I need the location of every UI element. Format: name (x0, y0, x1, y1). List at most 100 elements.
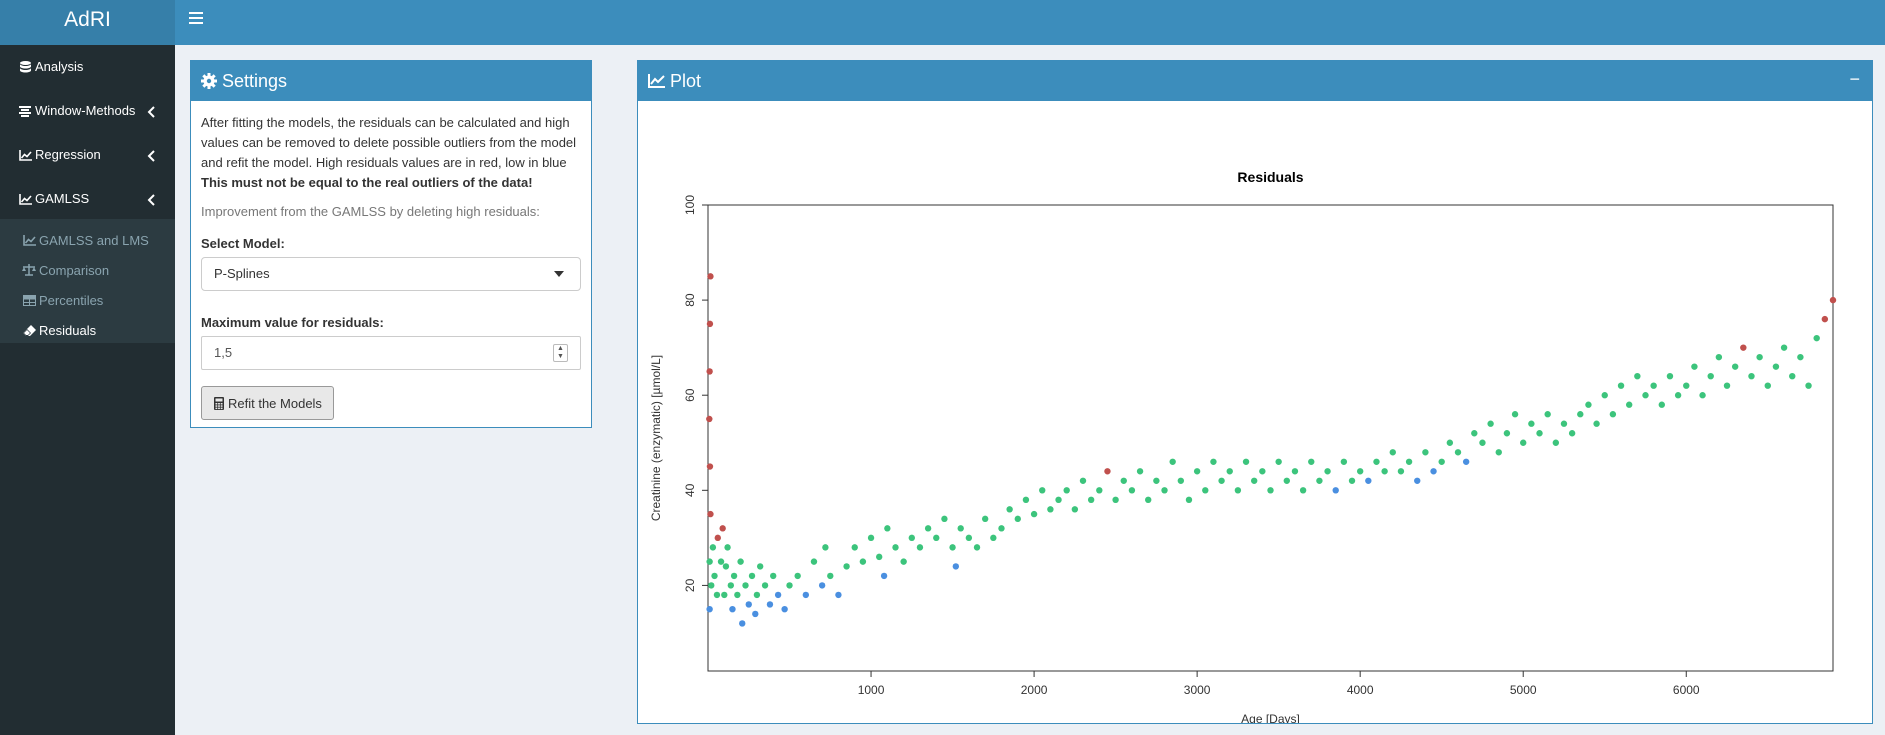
data-point (1242, 458, 1250, 465)
data-point (774, 591, 782, 599)
submenu-item-label: Percentiles (39, 292, 104, 308)
data-point (753, 591, 761, 599)
data-point (742, 582, 749, 589)
data-point (781, 605, 788, 613)
data-point (949, 544, 956, 551)
y-tick-label: 60 (683, 388, 697, 402)
settings-header: Settings (191, 61, 591, 101)
data-point (1797, 353, 1804, 361)
data-point (1585, 401, 1592, 408)
data-point (717, 558, 725, 565)
data-point (892, 544, 899, 551)
line-chart-icon (22, 234, 36, 246)
line-chart-icon (18, 149, 32, 161)
data-point (965, 534, 973, 542)
model-select-value: P-Splines (214, 266, 270, 281)
description-text: After fitting the models, the residuals … (201, 115, 577, 170)
number-spinner-icon[interactable]: ▲ ▼ (553, 344, 568, 362)
data-point (1128, 487, 1136, 494)
data-point (1120, 477, 1127, 484)
data-point (1348, 477, 1356, 484)
data-point (1625, 401, 1633, 408)
data-point (981, 515, 989, 523)
sidebar-item-regression[interactable]: Regression (0, 133, 175, 177)
data-point (1096, 487, 1103, 494)
data-point (1511, 411, 1519, 418)
x-tick-label: 4000 (1347, 683, 1374, 697)
data-point (714, 534, 721, 542)
data-point (737, 558, 744, 565)
collapse-button[interactable]: − (1849, 69, 1860, 89)
data-point (1405, 458, 1413, 465)
sidebar-item-gamlss[interactable]: GAMLSS (0, 177, 175, 221)
refit-models-button[interactable]: Refit the Models (201, 386, 334, 420)
data-point (761, 582, 769, 589)
data-point (1267, 487, 1274, 494)
submenu-item-label: Comparison (39, 262, 110, 278)
x-tick-label: 3000 (1184, 683, 1211, 697)
data-point (1748, 372, 1755, 380)
data-point (745, 601, 752, 608)
data-point (1259, 468, 1266, 475)
data-point (1666, 372, 1674, 380)
settings-description: After fitting the models, the residuals … (201, 113, 586, 193)
data-point (1087, 496, 1095, 504)
data-point (1699, 392, 1706, 399)
data-point (706, 320, 714, 328)
x-tick-label: 6000 (1673, 683, 1700, 697)
submenu-item-comparison[interactable]: Comparison (0, 255, 175, 285)
data-point (1479, 439, 1486, 446)
submenu-item-label: Residuals (39, 322, 97, 338)
data-point (708, 582, 715, 589)
data-point (952, 563, 960, 570)
align-center-icon (18, 105, 32, 117)
eraser-icon (22, 324, 36, 336)
data-point (1397, 468, 1405, 475)
data-point (851, 544, 858, 551)
data-point (1063, 487, 1070, 494)
data-point (822, 544, 829, 551)
app-logo[interactable]: AdRI (0, 0, 175, 45)
data-point (1430, 468, 1437, 475)
data-point (1324, 468, 1331, 475)
submenu-item-gamlss-and-lms[interactable]: GAMLSS and LMS (0, 225, 175, 255)
data-point (1275, 458, 1282, 465)
data-point (1365, 477, 1372, 484)
data-point (1030, 510, 1038, 518)
data-point (908, 534, 916, 542)
data-point (998, 525, 1005, 532)
model-select[interactable]: P-Splines (201, 257, 581, 291)
data-point (941, 515, 948, 523)
data-point (1210, 458, 1217, 465)
data-point (990, 534, 997, 542)
data-point (1047, 506, 1054, 513)
data-point (1153, 477, 1160, 484)
data-point (924, 525, 932, 532)
data-point (973, 544, 981, 551)
data-point (1169, 458, 1176, 465)
submenu-item-percentiles[interactable]: Percentiles (0, 285, 175, 315)
submenu-item-residuals[interactable]: Residuals (0, 315, 175, 345)
data-point (1234, 487, 1242, 494)
select-model-label: Select Model: (201, 236, 285, 251)
sidebar-toggle-icon[interactable] (189, 12, 203, 26)
data-point (1715, 353, 1723, 361)
data-point (730, 572, 738, 580)
data-point (1829, 296, 1837, 304)
data-point (1691, 363, 1698, 370)
max-residual-input[interactable]: 1,5 ▲ ▼ (201, 336, 581, 370)
data-point (1381, 468, 1388, 475)
data-point (707, 510, 714, 518)
improvement-text: Improvement from the GAMLSS by deleting … (201, 204, 540, 219)
data-point (1544, 411, 1551, 418)
data-point (722, 563, 730, 570)
data-point (706, 605, 713, 613)
sidebar-item-analysis[interactable]: Analysis (0, 45, 175, 89)
plot-title: Plot (670, 70, 702, 91)
data-point (1634, 372, 1641, 380)
sidebar-item-label: Window-Methods (35, 103, 136, 118)
data-point (1414, 477, 1421, 484)
data-point (933, 534, 940, 542)
plot-header: Plot − (638, 61, 1872, 101)
sidebar-item-window-methods[interactable]: Window-Methods (0, 89, 175, 133)
